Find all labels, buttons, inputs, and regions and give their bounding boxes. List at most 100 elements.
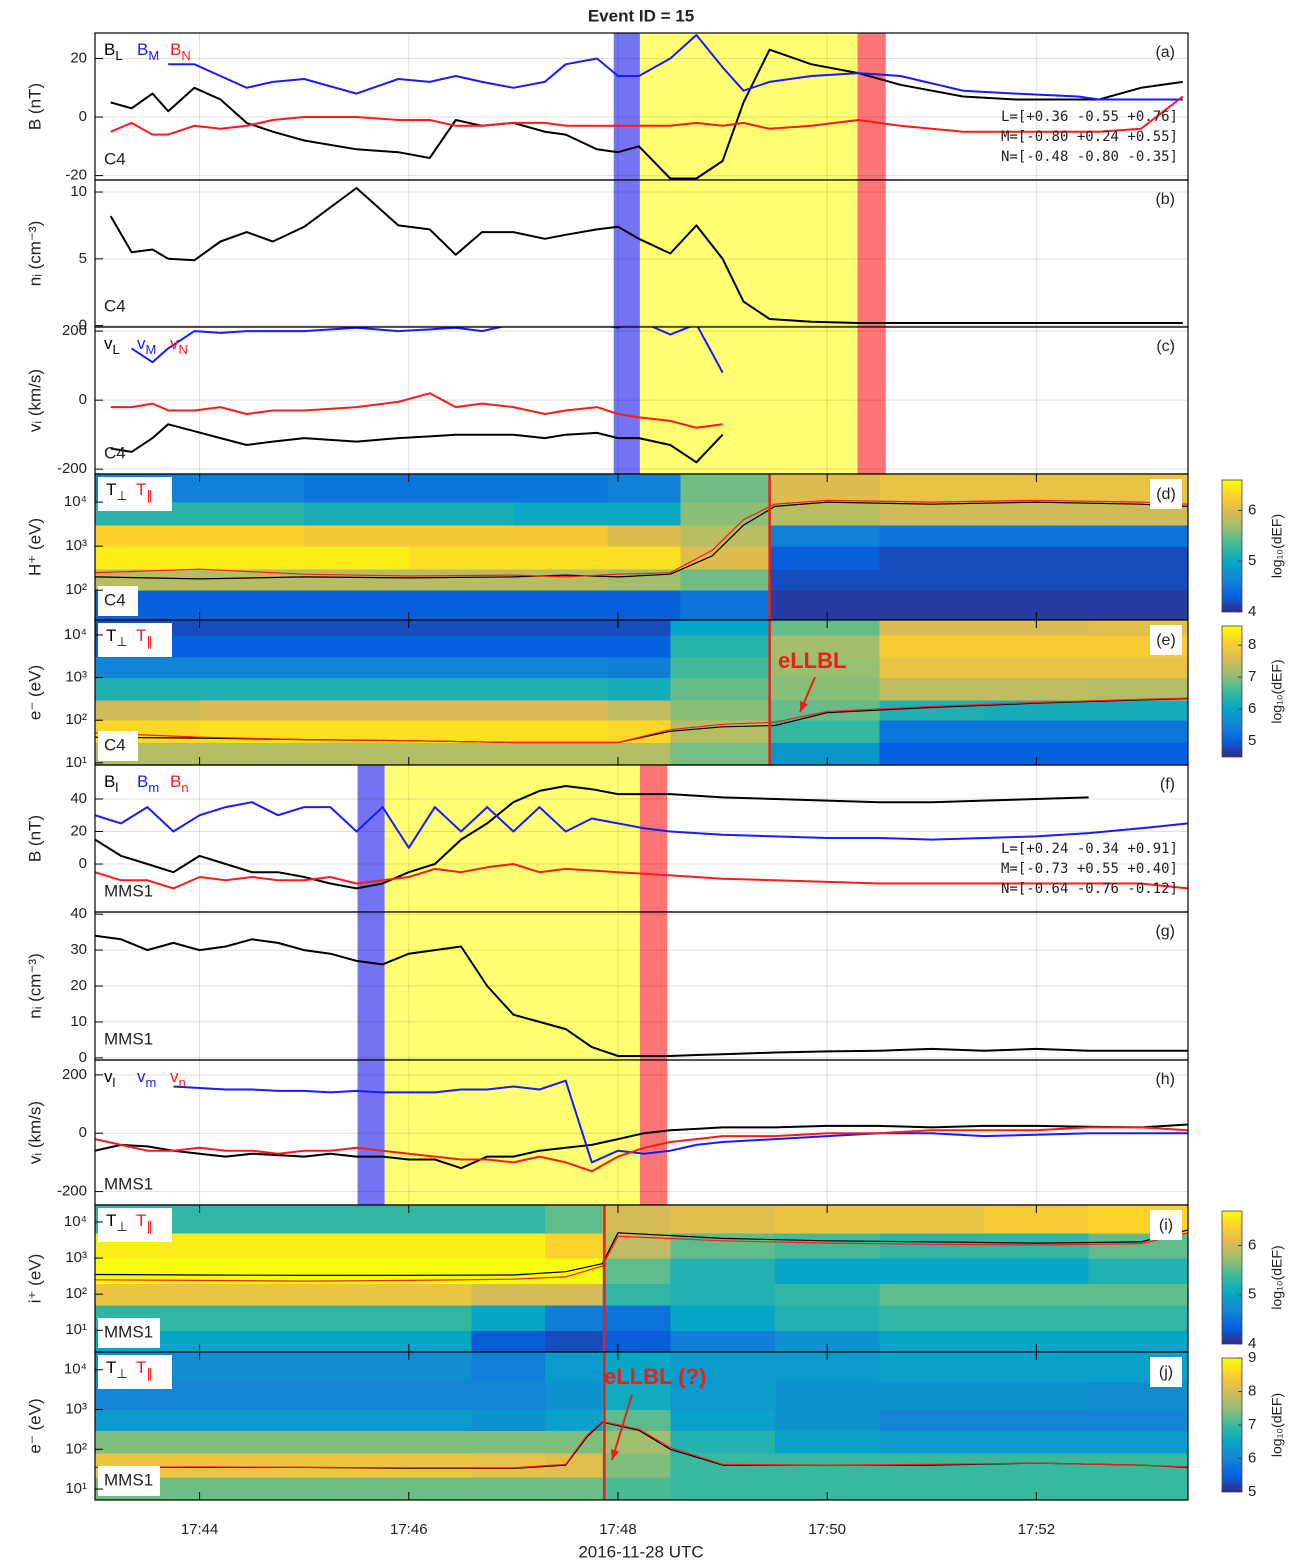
spectrogram-cell [199,1330,305,1352]
shaded-interval [357,765,385,912]
spectrogram-cell [1088,1409,1188,1431]
spectrogram-cell [1088,657,1188,679]
spectrogram-cell [513,474,609,503]
spectrogram-cell [607,474,682,503]
spectrogram-cell [680,569,771,591]
spectrogram-cell [607,502,682,526]
x-tick-label: 17:46 [390,1521,428,1538]
spectrogram-cell [670,1258,776,1284]
spectrogram-cell [199,569,305,591]
spectrogram-cell [607,525,682,547]
spectrogram-cell [602,1330,671,1352]
spectrogram-cell [769,720,880,743]
panel-label: (f) [1160,776,1175,793]
spectrogram-cell [408,525,514,547]
y-tick-label: 10¹ [65,1321,87,1338]
spectrogram-cell [879,634,985,658]
spectrogram-cell [1088,699,1188,721]
legend-entry: BL [104,40,123,63]
spectrogram-cell [544,1409,603,1431]
spectrogram-cell [984,546,1090,570]
panel-label: (g) [1155,923,1175,940]
spectrogram-cell [513,742,609,765]
panel-plot [95,180,1188,327]
spectrogram-cell [1088,720,1188,743]
spectrogram-cell [304,1430,410,1454]
spectrogram-cell [199,657,305,679]
spectrogram-cell [199,1409,305,1431]
spectrogram-cell [670,1283,776,1306]
panel-plot [95,620,1188,765]
y-tick-label: 10⁴ [64,1361,87,1378]
temperature-line [95,1232,1188,1282]
spectrogram-cell [513,657,609,679]
shaded-interval [857,180,886,327]
spectrogram-cell [984,677,1090,701]
spectrogram-cell [95,525,201,547]
spectrogram-cell [774,1232,880,1259]
legend-entry: T⊥ [106,480,128,503]
colorbar-tick-label: 4 [1248,603,1256,620]
spectrogram-cell [680,474,771,503]
spacecraft-tag: C4 [104,590,126,609]
y-tick-label: 5 [79,250,87,267]
y-tick-label: 30 [70,941,87,958]
spectrogram-cell [607,657,671,679]
legend-entry: vL [104,334,120,357]
x-tick-label: 17:48 [599,1521,637,1538]
temperature-line [95,1229,1188,1276]
shaded-interval [639,912,668,1060]
spacecraft-tag: MMS1 [104,881,153,900]
spectrogram-cell [544,1477,603,1500]
colorbar-tick-label: 5 [1248,732,1256,749]
spectrogram-cell [769,502,880,526]
spectrogram-cell [879,502,985,526]
spectrogram-cell [304,657,410,679]
shaded-interval [357,1060,385,1205]
spectrogram-cell [1088,569,1188,591]
shaded-interval [639,33,858,180]
spectrogram-cell [408,590,514,620]
y-tick-label: 0 [79,1124,87,1141]
spectrogram-cell [304,634,410,658]
panel-label: (c) [1156,338,1175,355]
spectrogram-cell [984,1381,1090,1411]
y-tick-label: 10² [65,711,87,728]
spectrogram-cell [774,1330,880,1352]
data-line [110,392,723,429]
spectrogram-cell [879,569,985,591]
spectrogram-cell [304,502,410,526]
y-tick-label: 200 [62,322,87,339]
spectrogram-cell [513,525,609,547]
spectrogram-cell [513,569,609,591]
spectrogram-cell [199,634,305,658]
spectrogram-cell [304,1381,410,1411]
data-line [95,1126,1188,1173]
spectrogram-cell [670,634,771,658]
label-box [1150,1357,1182,1387]
y-tick-label: 20 [70,49,87,66]
spectrogram-cell [680,525,771,547]
y-tick-label: 10³ [65,537,87,554]
colorbar-tick-label: 6 [1248,501,1256,518]
spectrogram-cell [304,525,410,547]
legend-entry: T∥ [136,480,153,503]
annotation-arrowhead [610,1449,620,1460]
spectrogram-cell [304,677,410,701]
colorbar-tick-label: 8 [1248,636,1256,653]
x-tick-label: 17:52 [1018,1521,1056,1538]
spectrogram-cell [774,1305,880,1331]
legend-entry: vM [137,334,156,357]
legend-entry: BN [170,40,191,63]
annotation: eLLBL [778,648,846,673]
spectrogram-cell [879,1283,985,1306]
spectrogram-cell [769,742,880,765]
spectrogram-cell [607,546,682,570]
tag-box [98,586,138,616]
y-axis-label: vᵢ (km/s) [25,1101,44,1164]
temperature-line [95,697,1188,744]
legend-entry: vm [137,1067,156,1090]
spectrogram-cell [670,1330,776,1352]
spectrogram-cell [199,525,305,547]
